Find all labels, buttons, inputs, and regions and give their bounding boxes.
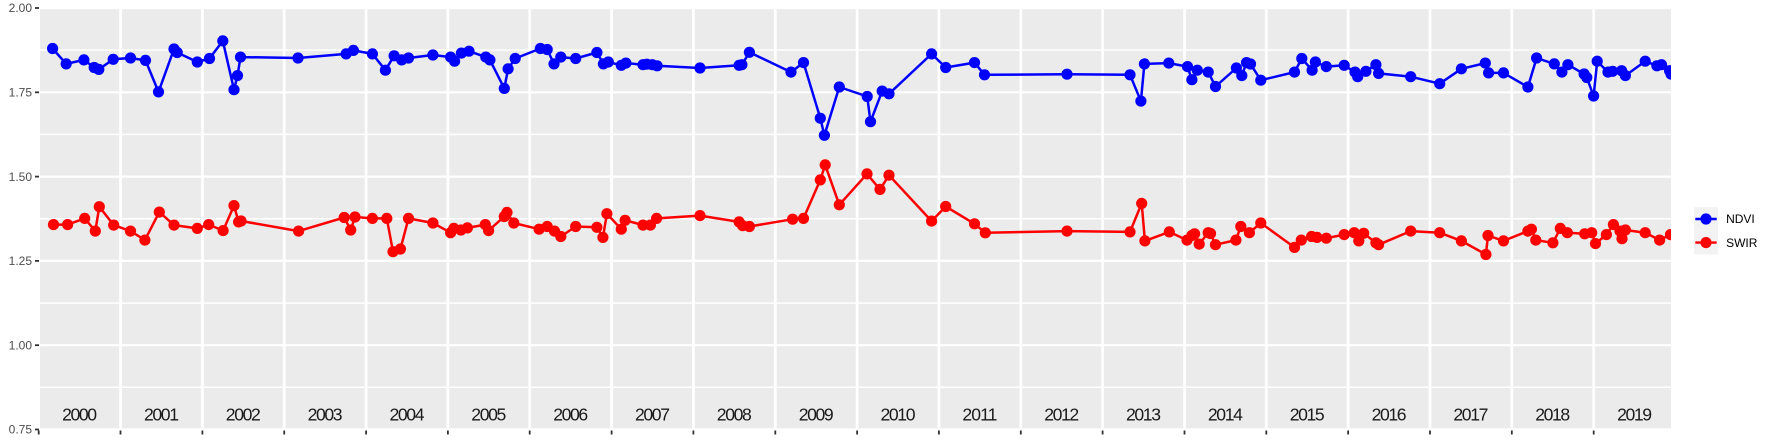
svg-text:2017: 2017 <box>1453 405 1488 425</box>
svg-text:2019: 2019 <box>1617 405 1652 425</box>
svg-text:1.50: 1.50 <box>9 170 33 184</box>
svg-text:2007: 2007 <box>635 405 670 425</box>
svg-text:2015: 2015 <box>1290 405 1325 425</box>
svg-text:2005: 2005 <box>471 405 506 425</box>
svg-text:2003: 2003 <box>308 405 343 425</box>
svg-text:2006: 2006 <box>553 405 588 425</box>
svg-text:2013: 2013 <box>1126 405 1161 425</box>
svg-text:1.25: 1.25 <box>9 254 33 268</box>
svg-text:2011: 2011 <box>962 405 997 425</box>
svg-text:2004: 2004 <box>390 405 425 425</box>
svg-text:2000: 2000 <box>62 405 97 425</box>
svg-text:2002: 2002 <box>226 405 261 425</box>
svg-text:2010: 2010 <box>881 405 916 425</box>
svg-text:2009: 2009 <box>799 405 834 425</box>
svg-text:2.00: 2.00 <box>9 1 33 15</box>
svg-text:2016: 2016 <box>1372 405 1407 425</box>
svg-text:2014: 2014 <box>1208 405 1243 425</box>
svg-text:SWIR: SWIR <box>1726 236 1758 250</box>
svg-text:1.00: 1.00 <box>9 338 33 352</box>
svg-text:1.75: 1.75 <box>9 86 33 100</box>
svg-text:2018: 2018 <box>1535 405 1570 425</box>
svg-text:2012: 2012 <box>1044 405 1079 425</box>
svg-text:2001: 2001 <box>144 405 179 425</box>
svg-text:NDVI: NDVI <box>1726 212 1755 226</box>
svg-text:0.75: 0.75 <box>9 423 33 437</box>
svg-text:2008: 2008 <box>717 405 752 425</box>
